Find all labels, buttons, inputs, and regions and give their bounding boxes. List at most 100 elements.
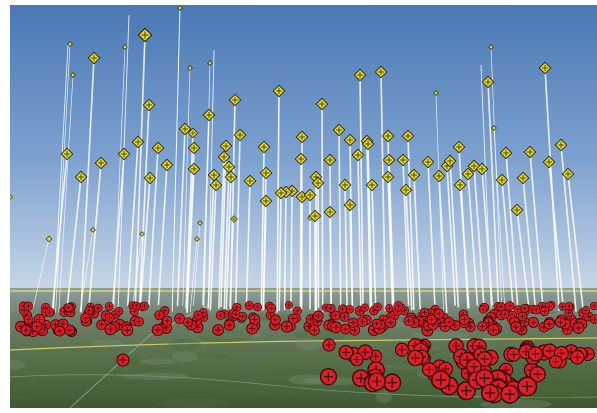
- elevated-marker-icon[interactable]: [70, 72, 76, 78]
- ground-marker-icon[interactable]: [403, 315, 414, 327]
- ground-marker-icon[interactable]: [339, 312, 350, 322]
- elevated-marker-icon[interactable]: [131, 135, 145, 149]
- ground-marker-icon[interactable]: [394, 342, 409, 357]
- ground-marker-icon[interactable]: [393, 301, 403, 311]
- ground-marker-icon[interactable]: [517, 311, 528, 322]
- elevated-marker-icon[interactable]: [117, 147, 131, 161]
- elevated-marker-icon[interactable]: [311, 176, 325, 190]
- ground-marker-icon[interactable]: [215, 310, 225, 320]
- elevated-marker-icon[interactable]: [207, 168, 221, 182]
- ground-marker-icon[interactable]: [510, 321, 522, 333]
- elevated-marker-icon[interactable]: [453, 178, 467, 192]
- ground-marker-icon[interactable]: [231, 310, 241, 320]
- ground-marker-icon[interactable]: [531, 305, 541, 315]
- elevated-marker-icon[interactable]: [523, 145, 537, 159]
- ground-marker-icon[interactable]: [528, 316, 539, 328]
- ground-marker-icon[interactable]: [554, 316, 566, 328]
- ground-marker-icon[interactable]: [249, 313, 261, 325]
- ground-marker-icon[interactable]: [506, 347, 521, 362]
- elevated-marker-icon[interactable]: [461, 167, 475, 181]
- ground-marker-icon[interactable]: [64, 303, 74, 312]
- elevated-marker-icon[interactable]: [257, 140, 271, 154]
- elevated-marker-icon[interactable]: [323, 205, 337, 219]
- ground-marker-icon[interactable]: [280, 320, 293, 333]
- ground-marker-icon[interactable]: [543, 318, 555, 330]
- ground-marker-icon[interactable]: [244, 301, 254, 311]
- elevated-marker-icon[interactable]: [243, 174, 257, 188]
- elevated-marker-icon[interactable]: [443, 154, 457, 168]
- elevated-marker-icon[interactable]: [219, 139, 233, 153]
- ground-marker-icon[interactable]: [385, 317, 397, 329]
- elevated-marker-icon[interactable]: [151, 141, 165, 155]
- ground-marker-icon[interactable]: [444, 316, 455, 327]
- elevated-marker-icon[interactable]: [94, 156, 108, 170]
- ground-marker-icon[interactable]: [293, 306, 302, 316]
- ground-marker-icon[interactable]: [338, 345, 354, 360]
- elevated-marker-icon[interactable]: [178, 122, 192, 136]
- elevated-marker-icon[interactable]: [338, 178, 352, 192]
- elevated-marker-icon[interactable]: [272, 84, 286, 98]
- elevated-marker-icon[interactable]: [365, 178, 379, 192]
- elevated-marker-icon[interactable]: [197, 220, 203, 226]
- ground-marker-icon[interactable]: [31, 321, 43, 333]
- ground-marker-icon[interactable]: [84, 306, 94, 316]
- elevated-marker-icon[interactable]: [259, 194, 273, 208]
- ground-marker-icon[interactable]: [548, 355, 563, 369]
- elevated-marker-icon[interactable]: [475, 162, 489, 176]
- ground-marker-icon[interactable]: [407, 349, 424, 367]
- ground-marker-icon[interactable]: [266, 303, 277, 314]
- elevated-marker-icon[interactable]: [499, 146, 513, 160]
- ground-marker-icon[interactable]: [505, 301, 515, 311]
- elevated-marker-icon[interactable]: [401, 129, 415, 143]
- elevated-marker-icon[interactable]: [381, 170, 395, 184]
- ground-marker-icon[interactable]: [174, 313, 185, 324]
- elevated-marker-icon[interactable]: [561, 167, 575, 181]
- ground-marker-icon[interactable]: [80, 313, 91, 324]
- ground-marker-icon[interactable]: [246, 322, 258, 335]
- elevated-marker-icon[interactable]: [374, 65, 388, 79]
- ground-marker-icon[interactable]: [93, 303, 103, 313]
- elevated-marker-icon[interactable]: [67, 41, 73, 47]
- ground-marker-icon[interactable]: [385, 304, 394, 313]
- ground-marker-icon[interactable]: [422, 362, 437, 377]
- elevated-marker-icon[interactable]: [233, 128, 247, 142]
- ground-marker-icon[interactable]: [348, 317, 359, 328]
- elevated-marker-icon[interactable]: [303, 188, 317, 202]
- elevated-marker-icon[interactable]: [382, 153, 396, 167]
- ground-marker-icon[interactable]: [458, 314, 470, 325]
- elevated-marker-icon[interactable]: [308, 209, 322, 223]
- ground-marker-icon[interactable]: [20, 324, 32, 336]
- ground-marker-icon[interactable]: [500, 384, 520, 404]
- elevated-marker-icon[interactable]: [343, 198, 357, 212]
- elevated-marker-icon[interactable]: [421, 155, 435, 169]
- ground-marker-icon[interactable]: [383, 373, 402, 392]
- elevated-marker-icon[interactable]: [230, 215, 238, 223]
- ground-marker-icon[interactable]: [330, 310, 341, 321]
- ground-marker-icon[interactable]: [319, 368, 337, 386]
- ground-marker-icon[interactable]: [54, 325, 65, 337]
- ground-marker-icon[interactable]: [162, 315, 173, 327]
- elevated-marker-icon[interactable]: [90, 227, 96, 233]
- elevated-marker-icon[interactable]: [274, 186, 288, 200]
- ground-marker-icon[interactable]: [134, 316, 144, 327]
- elevated-marker-icon[interactable]: [74, 170, 88, 184]
- elevated-marker-icon[interactable]: [294, 152, 308, 166]
- ground-marker-icon[interactable]: [114, 306, 124, 316]
- elevated-marker-icon[interactable]: [139, 231, 145, 237]
- elevated-marker-icon[interactable]: [396, 153, 410, 167]
- elevated-marker-icon[interactable]: [433, 90, 439, 96]
- ground-marker-icon[interactable]: [564, 301, 574, 311]
- ground-marker-icon[interactable]: [542, 343, 558, 359]
- elevated-marker-icon[interactable]: [361, 137, 375, 151]
- elevated-marker-icon[interactable]: [160, 158, 174, 172]
- ground-marker-icon[interactable]: [44, 307, 55, 317]
- elevated-marker-icon[interactable]: [343, 133, 357, 147]
- elevated-marker-icon[interactable]: [207, 60, 213, 66]
- ground-marker-icon[interactable]: [519, 303, 529, 313]
- ground-marker-icon[interactable]: [330, 321, 342, 334]
- ground-marker-icon[interactable]: [104, 313, 115, 323]
- ground-marker-icon[interactable]: [581, 306, 590, 315]
- ground-marker-icon[interactable]: [477, 321, 488, 332]
- ground-marker-icon[interactable]: [154, 310, 165, 321]
- ground-marker-icon[interactable]: [589, 301, 597, 311]
